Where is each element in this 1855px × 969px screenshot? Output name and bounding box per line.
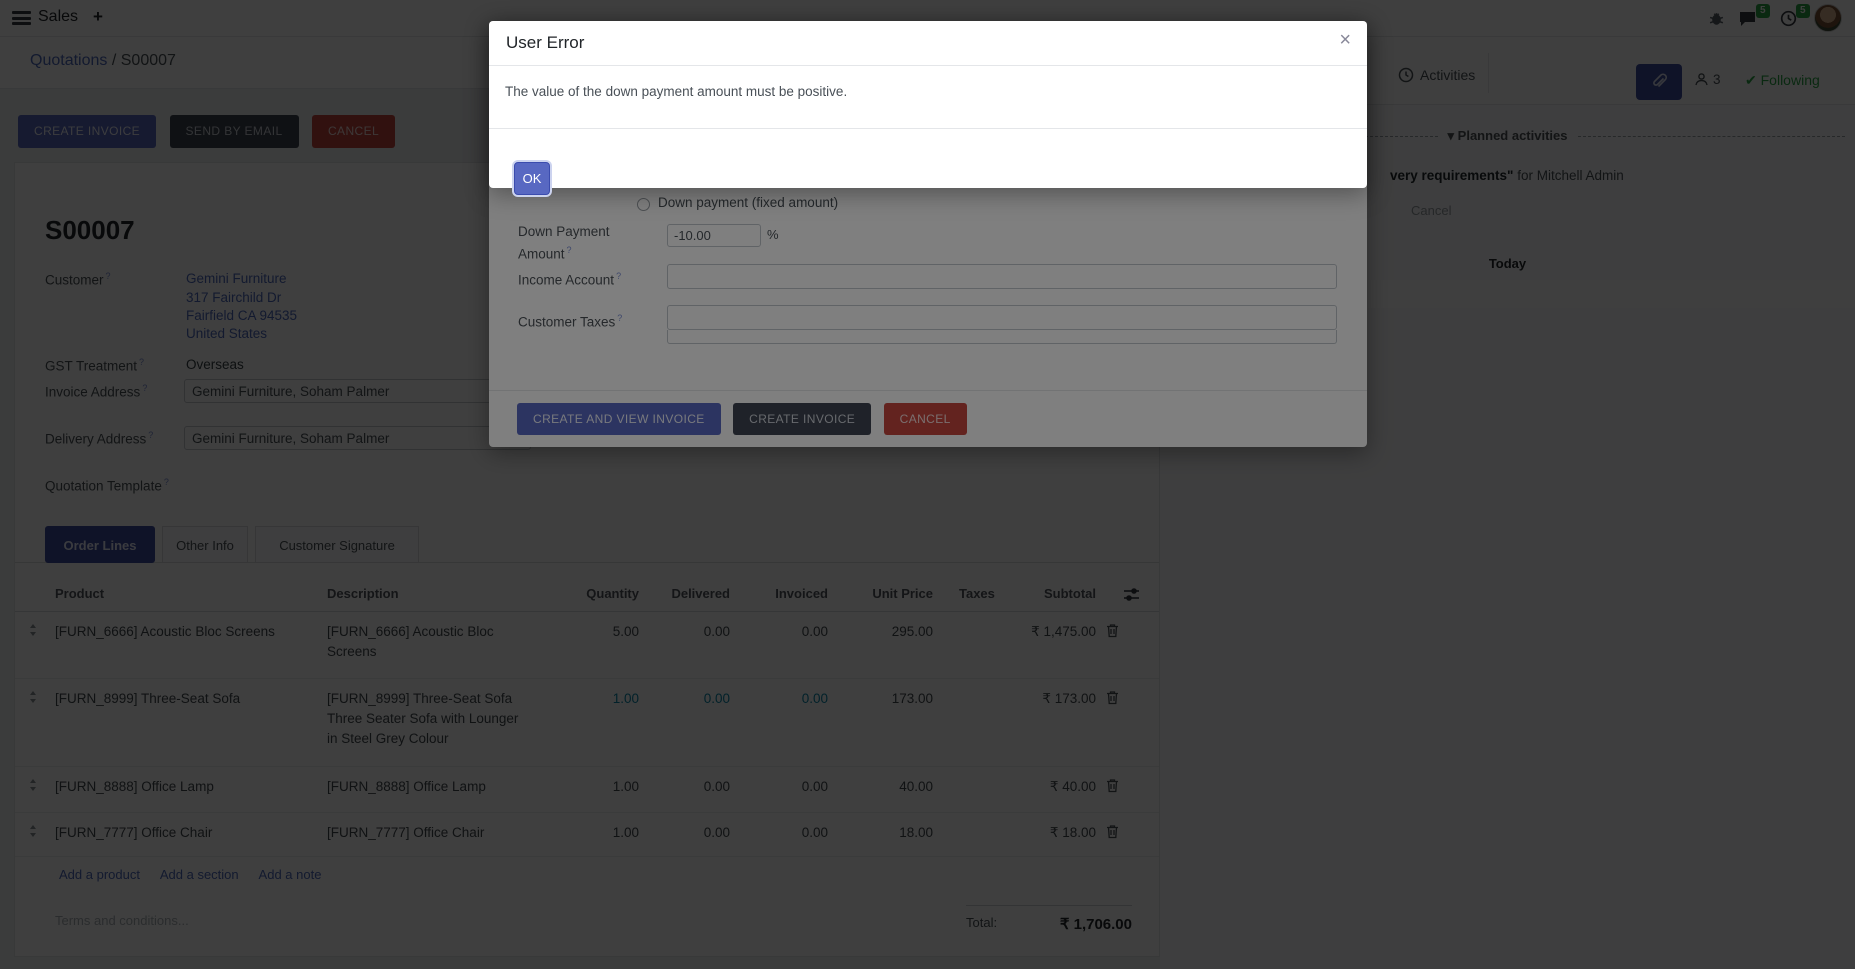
error-modal-header: User Error × <box>489 21 1367 66</box>
error-message: The value of the down payment amount mus… <box>505 84 848 99</box>
close-icon[interactable]: × <box>1339 29 1351 51</box>
ok-button[interactable]: OK <box>514 162 550 195</box>
error-modal-body: The value of the down payment amount mus… <box>489 66 1367 129</box>
error-modal-title: User Error <box>506 33 585 52</box>
user-error-modal: User Error × The value of the down payme… <box>489 21 1367 195</box>
